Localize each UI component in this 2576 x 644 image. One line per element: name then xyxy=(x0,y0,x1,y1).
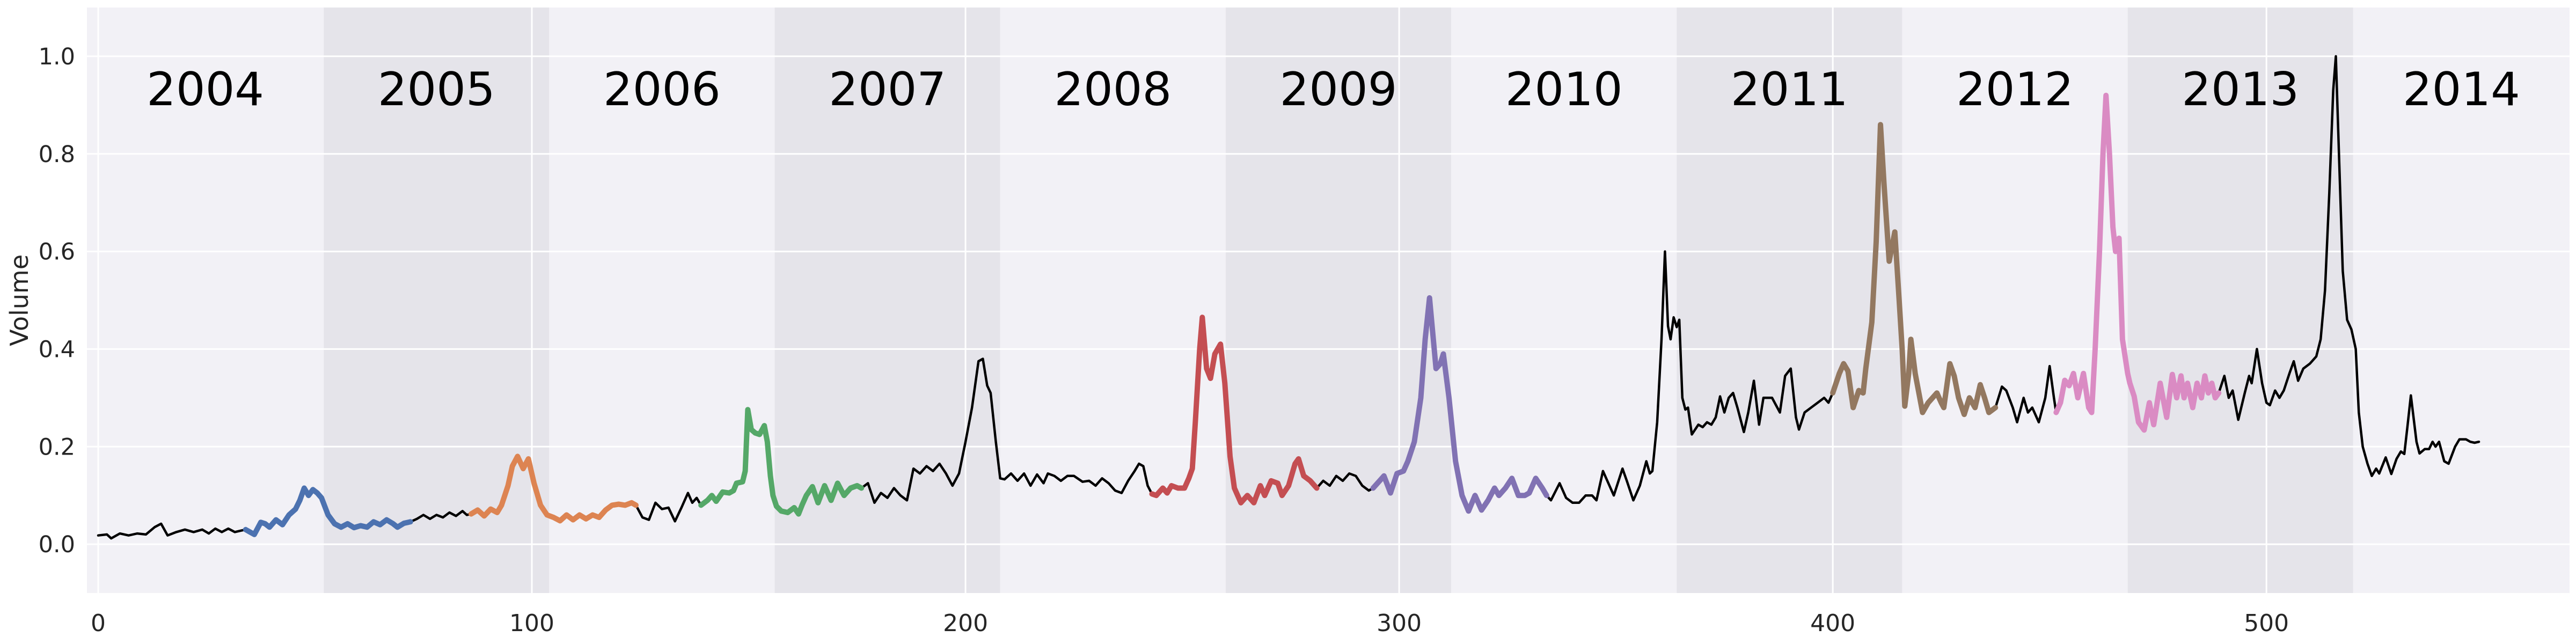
year-label-2005: 2005 xyxy=(378,63,495,116)
year-band-2011 xyxy=(1677,8,1902,593)
year-band-2013 xyxy=(2127,8,2353,593)
x-tick-label-400: 400 xyxy=(1810,610,1855,637)
x-tick-label-100: 100 xyxy=(509,610,554,637)
year-band-2014 xyxy=(2353,8,2570,593)
highlight-motif-2006-green xyxy=(698,407,865,517)
year-band-2007 xyxy=(774,8,1000,593)
y-tick-label-0.2: 0.2 xyxy=(39,434,75,460)
year-band-2006 xyxy=(549,8,775,593)
highlight-motif-2011-brown xyxy=(1830,122,1999,418)
y-tick-label-0.6: 0.6 xyxy=(39,239,75,266)
highlight-motif-2004-blue xyxy=(243,485,413,537)
highlight-motif-2005-orange xyxy=(468,453,639,524)
year-band-2005 xyxy=(324,8,550,593)
y-tick-label-0.4: 0.4 xyxy=(39,336,75,363)
year-band-2012 xyxy=(1902,8,2128,593)
year-label-2014: 2014 xyxy=(2403,63,2520,116)
year-label-2007: 2007 xyxy=(829,63,946,116)
year-band-2004 xyxy=(87,8,324,593)
year-band-2008 xyxy=(1000,8,1226,593)
x-tick-label-500: 500 xyxy=(2244,610,2289,637)
x-tick-label-0: 0 xyxy=(91,610,106,637)
year-label-2010: 2010 xyxy=(1505,63,1623,116)
year-label-2004: 2004 xyxy=(147,63,264,116)
y-tick-label-0.8: 0.8 xyxy=(39,141,75,168)
year-label-2013: 2013 xyxy=(2182,63,2299,116)
highlight-motif-2008-red xyxy=(1149,314,1320,506)
y-axis-title: Volume xyxy=(5,254,34,346)
y-tick-label-1.0: 1.0 xyxy=(39,43,75,70)
year-label-2006: 2006 xyxy=(603,63,721,116)
year-label-2008: 2008 xyxy=(1054,63,1172,116)
x-tick-label-200: 200 xyxy=(943,610,988,637)
highlight-motif-2012-pink xyxy=(2053,92,2222,433)
year-label-2012: 2012 xyxy=(1956,63,2074,116)
highlight-motif-2009-purple xyxy=(1370,295,1549,514)
year-label-2011: 2011 xyxy=(1731,63,1848,116)
y-tick-label-0.0: 0.0 xyxy=(39,531,75,558)
year-label-2009: 2009 xyxy=(1280,63,1397,116)
x-tick-label-300: 300 xyxy=(1377,610,1422,637)
